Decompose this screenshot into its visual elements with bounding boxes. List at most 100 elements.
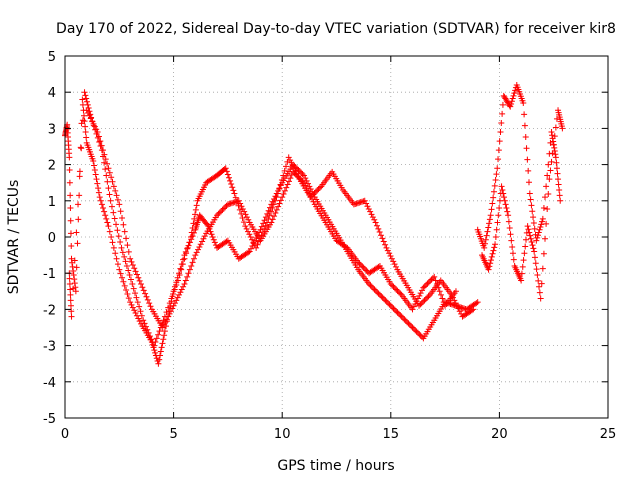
series — [83, 107, 459, 331]
data-point — [209, 234, 216, 240]
x-axis-label: GPS time / hours — [277, 458, 394, 474]
data-point — [179, 261, 186, 268]
data-point — [174, 277, 181, 284]
data-point — [131, 265, 138, 272]
data-point — [77, 144, 84, 151]
data-point — [505, 218, 512, 225]
data-point — [492, 241, 499, 248]
data-point — [405, 320, 412, 327]
data-point — [211, 239, 218, 246]
data-point — [270, 201, 277, 208]
data-point — [357, 262, 364, 269]
data-point — [78, 145, 85, 152]
data-point — [108, 203, 115, 210]
data-point — [368, 283, 375, 290]
data-point — [95, 133, 102, 140]
data-point — [106, 169, 113, 176]
data-point — [498, 119, 505, 126]
data-point — [165, 304, 172, 311]
data-point — [417, 301, 424, 308]
data-point — [360, 264, 367, 271]
data-point — [215, 210, 222, 217]
data-point — [107, 197, 114, 204]
data-point — [166, 300, 173, 307]
data-point — [123, 262, 130, 269]
data-point — [153, 335, 160, 342]
data-point — [366, 281, 373, 288]
data-point — [409, 324, 416, 331]
data-point — [473, 300, 480, 307]
data-point — [166, 310, 173, 317]
data-point — [310, 198, 317, 205]
data-point — [509, 250, 516, 257]
data-point — [537, 224, 544, 231]
data-point — [81, 112, 88, 119]
data-point — [193, 249, 200, 256]
data-point — [552, 154, 559, 161]
data-point — [176, 272, 183, 279]
data-point — [75, 201, 82, 208]
data-point — [497, 129, 504, 136]
data-point — [89, 118, 96, 125]
data-point — [272, 197, 279, 204]
data-point — [391, 261, 398, 268]
data-point — [522, 243, 529, 250]
data-point — [94, 134, 101, 141]
data-point — [87, 115, 94, 122]
data-point — [406, 321, 413, 328]
data-point — [119, 249, 126, 256]
x-tick-label: 15 — [383, 427, 400, 442]
data-point — [95, 189, 102, 196]
data-point — [494, 219, 501, 226]
data-point — [523, 145, 530, 152]
data-point — [387, 253, 394, 260]
data-point — [66, 275, 73, 282]
data-point — [188, 262, 195, 269]
data-point — [124, 242, 131, 249]
data-point — [90, 120, 97, 127]
data-point — [105, 185, 112, 192]
data-point — [370, 285, 377, 292]
data-point — [485, 266, 492, 273]
data-point — [230, 187, 237, 194]
data-point — [121, 282, 128, 289]
data-point — [535, 277, 542, 284]
data-point — [531, 248, 538, 255]
data-point — [70, 285, 77, 292]
data-point — [525, 179, 532, 186]
data-point — [482, 240, 489, 247]
data-point — [505, 212, 512, 219]
y-tick-label: 0 — [48, 231, 56, 246]
data-point — [112, 187, 119, 194]
data-point — [119, 214, 126, 221]
data-point — [363, 267, 370, 274]
data-point — [163, 316, 170, 323]
data-point — [92, 171, 99, 178]
data-point — [529, 242, 536, 249]
data-point — [171, 286, 178, 293]
data-point — [193, 202, 200, 209]
data-point — [356, 260, 363, 267]
data-point — [200, 235, 207, 242]
data-point — [105, 223, 112, 230]
data-point — [303, 185, 310, 192]
data-point — [438, 291, 445, 298]
data-point — [504, 208, 511, 215]
data-point — [168, 295, 175, 302]
data-point — [452, 300, 459, 307]
data-point — [428, 276, 435, 283]
data-point — [400, 314, 407, 321]
data-point — [67, 286, 74, 293]
data-point — [292, 171, 299, 178]
data-point — [139, 284, 146, 291]
data-point — [435, 284, 442, 291]
data-point — [187, 234, 194, 240]
data-point — [183, 250, 190, 257]
data-point — [394, 309, 401, 316]
data-point — [372, 219, 379, 226]
data-point — [492, 176, 499, 183]
data-point — [488, 253, 495, 260]
data-point — [236, 206, 243, 213]
data-point — [278, 176, 285, 183]
data-point — [413, 328, 420, 335]
